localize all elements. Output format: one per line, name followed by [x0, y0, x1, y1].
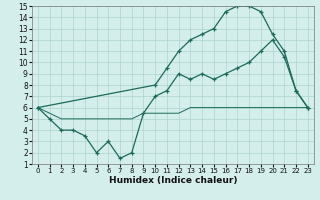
X-axis label: Humidex (Indice chaleur): Humidex (Indice chaleur) — [108, 176, 237, 185]
